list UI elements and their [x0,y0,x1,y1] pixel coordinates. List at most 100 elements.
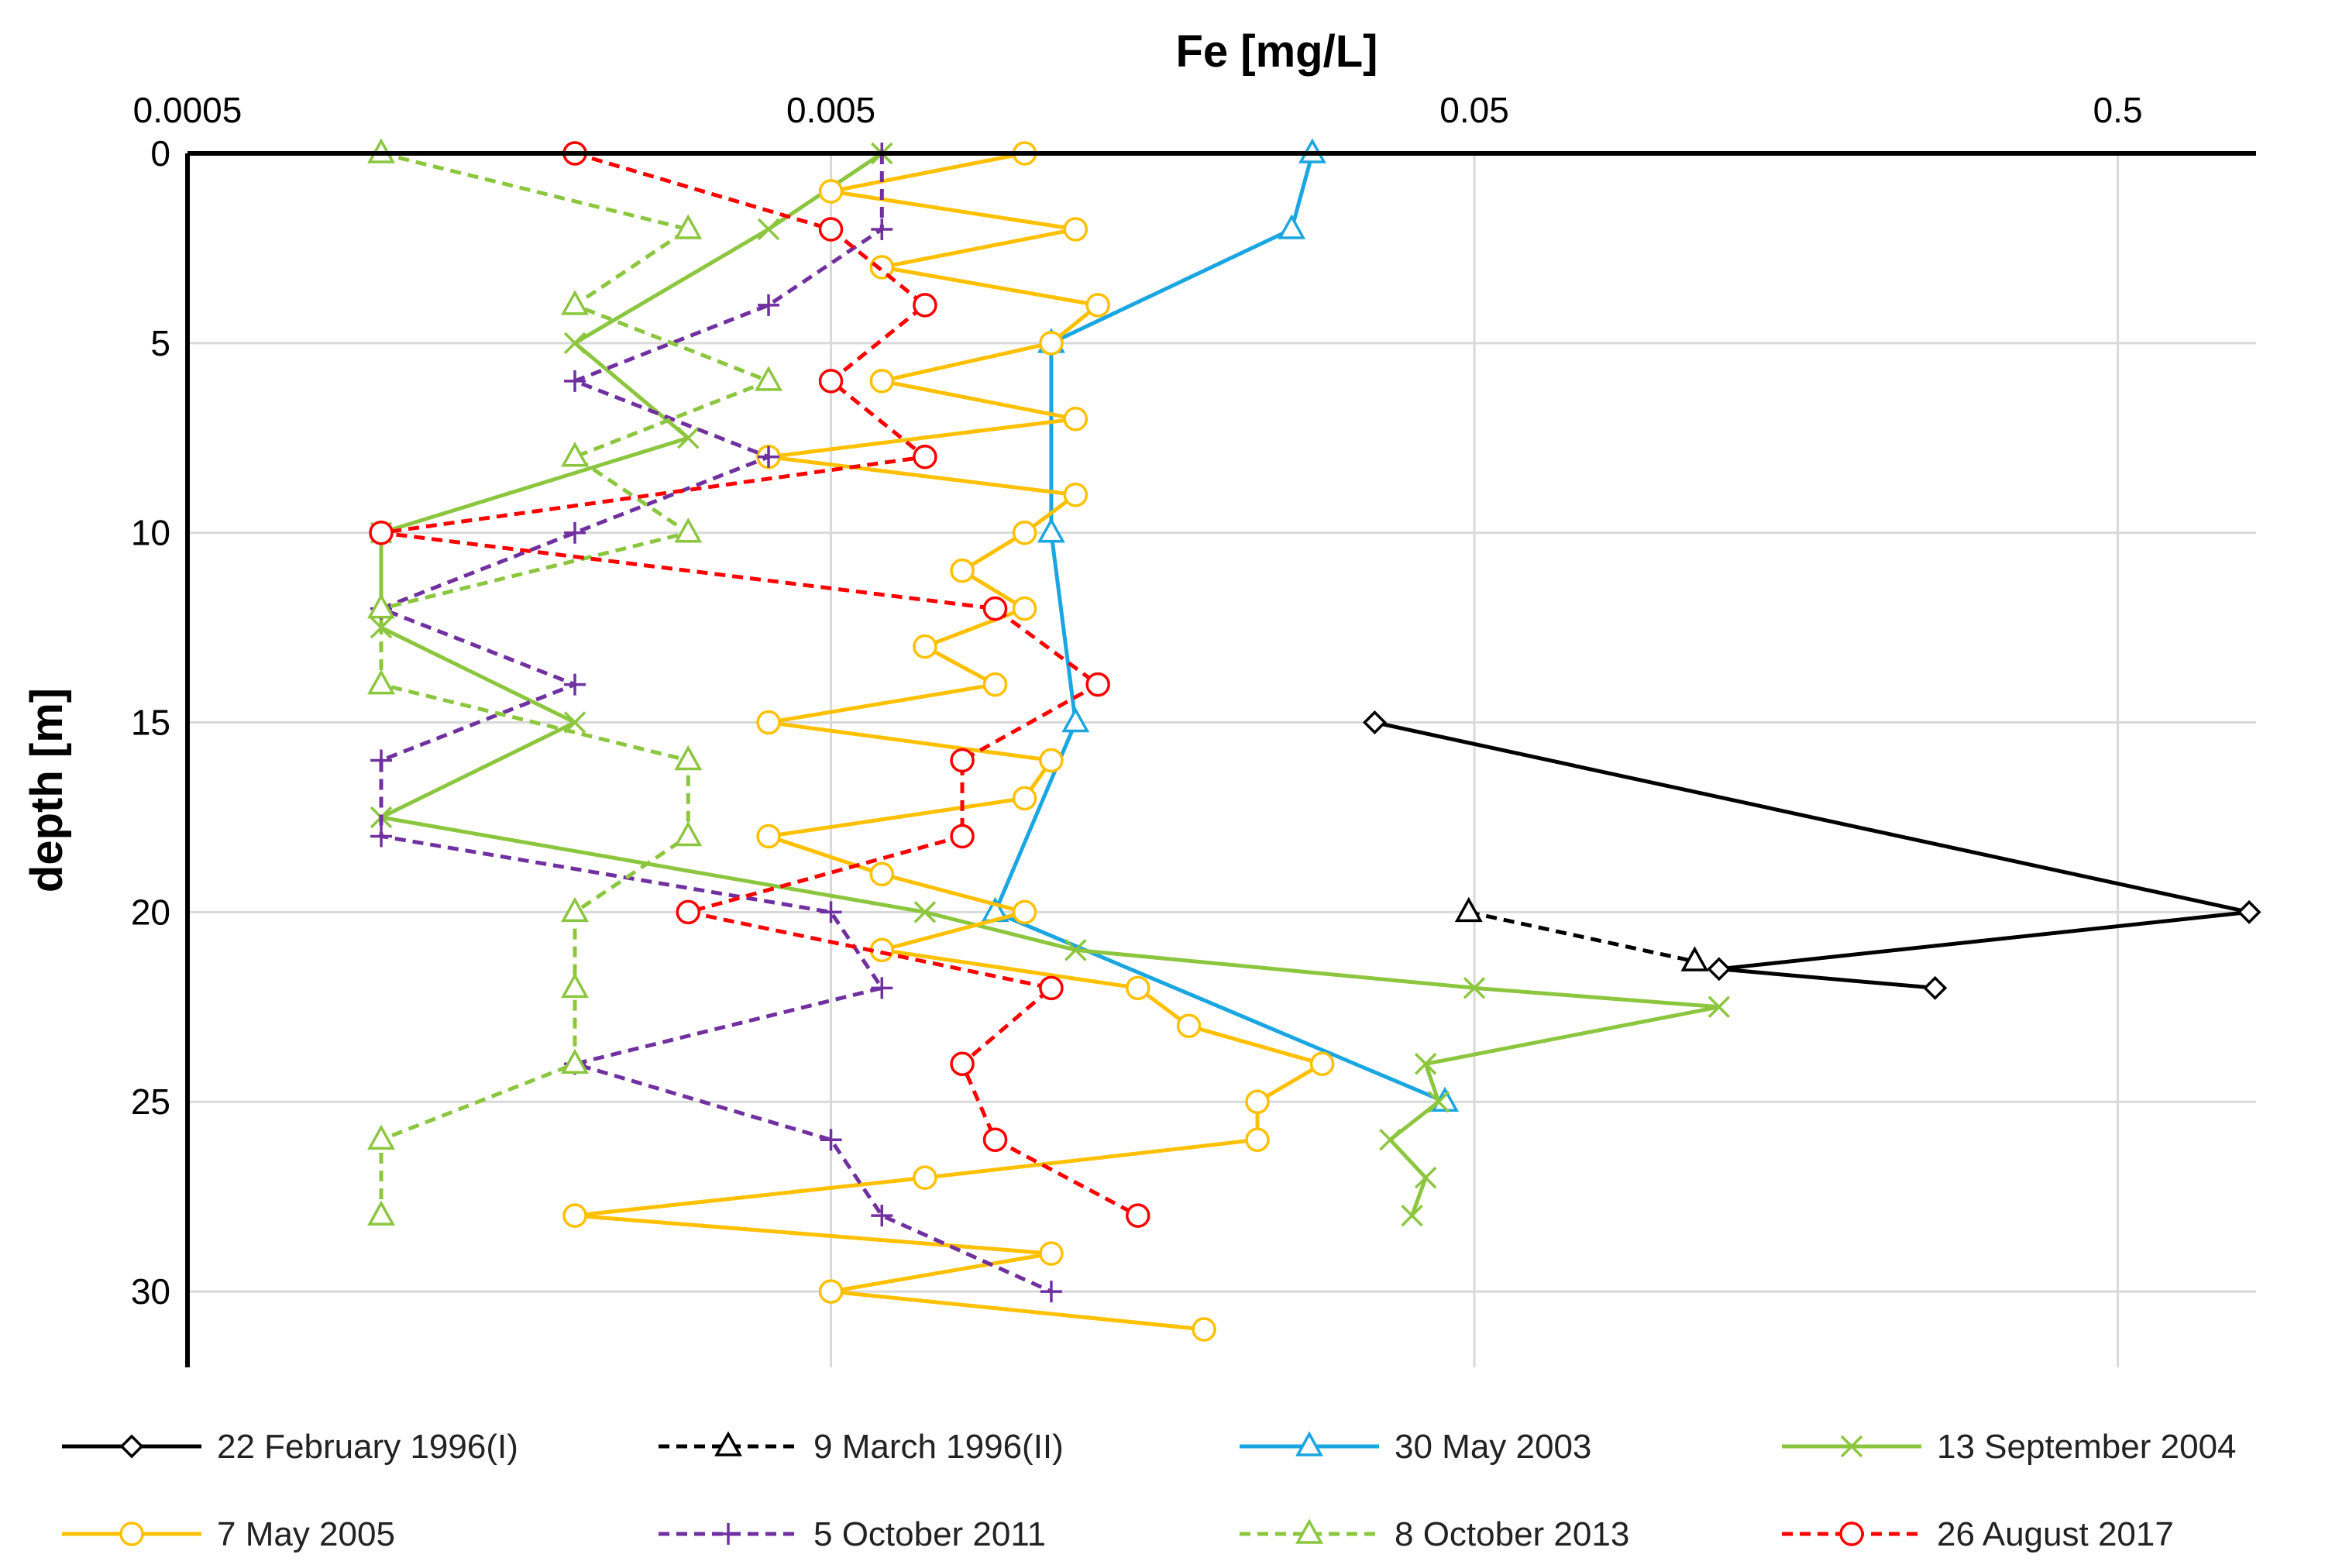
y-tick-label: 15 [131,703,170,743]
data-point-triangle [367,669,395,695]
data-point-circle [1012,520,1037,545]
data-point-x [757,218,780,241]
data-point-circle [869,255,895,280]
data-point-circle [818,1279,844,1304]
series-line [1374,720,2251,990]
data-point-circle [950,1051,975,1076]
tick-labels: 0 5 10 15 20 25 30 0.0005 0.005 0.05 0.5 [131,90,2143,1312]
data-point-circle [1245,1127,1270,1152]
data-point-circle [756,710,781,735]
legend-label: 22 February 1996(I) [217,1428,518,1466]
data-point-triangle [561,442,589,467]
data-point-triangle [1278,214,1306,239]
x-tick-label: 0.5 [2093,90,2143,130]
data-point-circle [1176,1013,1202,1039]
series-7-may-2005 [562,141,1335,1342]
data-point-circle [818,217,844,242]
data-point-plus [871,1205,893,1227]
data-point-triangle [674,518,703,543]
legend-item: 8 October 2013 [1240,1515,1629,1553]
legend-marker [119,1434,144,1459]
series-9-march-1996-ii [1454,896,1709,971]
y-tick-label: 20 [131,892,170,932]
data-point-x [677,427,700,449]
legend: 22 February 1996(I) 9 March 1996(II) 30 Ma… [62,1428,2237,1553]
legend-marker [714,1431,742,1456]
legend-label: 9 March 1996(II) [813,1428,1064,1466]
chart-title: Fe [mg/L] [1176,26,1378,77]
legend-label: 30 May 2003 [1395,1428,1591,1466]
data-point-circle [1012,786,1037,811]
data-point-x [1414,1053,1437,1075]
legend-label: 26 August 2017 [1937,1515,2174,1553]
data-point-circle [950,558,975,583]
y-tick-label: 30 [131,1271,170,1312]
data-point-triangle [674,820,703,847]
series-line [993,153,1446,1104]
legend-label: 5 October 2011 [813,1515,1046,1553]
x-tick-label: 0.05 [1439,90,1509,130]
data-point-plus [564,673,586,696]
legend-item: 7 May 2005 [62,1515,395,1553]
data-point-plus [564,370,586,392]
data-point-triangle [1454,896,1483,923]
legend-marker [1295,1431,1323,1456]
legend-marker [717,1523,739,1545]
data-point-circle [1063,217,1089,242]
data-point-plus [871,218,893,240]
data-point-triangle [367,1200,395,1226]
data-point-circle [982,596,1008,621]
data-point-x [563,332,586,355]
data-point-triangle [561,1048,589,1074]
data-point-circle [1085,293,1110,318]
data-point-triangle [1680,946,1709,971]
data-point-diamond [1923,975,1948,1000]
data-point-circle [1245,1089,1270,1114]
data-point-triangle [561,896,589,923]
data-point-circle [950,748,975,773]
data-point-circle [1126,975,1150,1001]
series-line [573,151,1325,1332]
y-tick-label: 0 [150,133,170,174]
x-tick-label: 0.005 [786,90,875,130]
y-tick-label: 25 [131,1081,170,1122]
y-tick-label: 10 [131,513,170,553]
legend-marker [1295,1518,1323,1544]
data-point-plus [758,445,780,468]
data-point-circle [869,937,895,963]
data-point-circle [950,824,975,849]
data-point-circle [869,369,895,394]
legend-label: 13 September 2004 [1937,1428,2237,1466]
data-point-circle [818,369,844,394]
data-point-circle [1063,407,1089,432]
data-point-plus [370,749,393,772]
data-point-triangle [755,366,783,391]
data-point-x [1064,939,1087,961]
data-point-plus [1040,1281,1062,1303]
data-point-circle [818,179,844,204]
data-point-x [1379,1128,1402,1151]
data-point-circle [1012,899,1037,925]
data-point-x [1427,1090,1450,1113]
data-point-triangle [561,972,589,999]
series-line [379,153,1052,1294]
legend-item: 26 August 2017 [1782,1515,2174,1553]
data-point-triangle [674,214,703,239]
data-point-plus [758,294,780,316]
data-point-circle [1192,1317,1216,1342]
data-point-triangle [367,593,395,619]
legend-item: 9 March 1996(II) [659,1428,1064,1466]
data-point-triangle [367,1124,395,1150]
data-point-circle [913,445,937,469]
data-point-circle [1063,482,1089,507]
data-point-x [1708,995,1731,1019]
legend-item: 5 October 2011 [659,1515,1046,1553]
data-point-triangle [561,290,589,315]
data-point-circle [913,634,937,659]
data-point-triangle [1037,518,1065,543]
data-point-circle [1039,331,1064,356]
data-point-circle [562,1203,587,1228]
y-axis-label: depth [m] [22,688,72,892]
legend-label: 7 May 2005 [217,1515,395,1553]
